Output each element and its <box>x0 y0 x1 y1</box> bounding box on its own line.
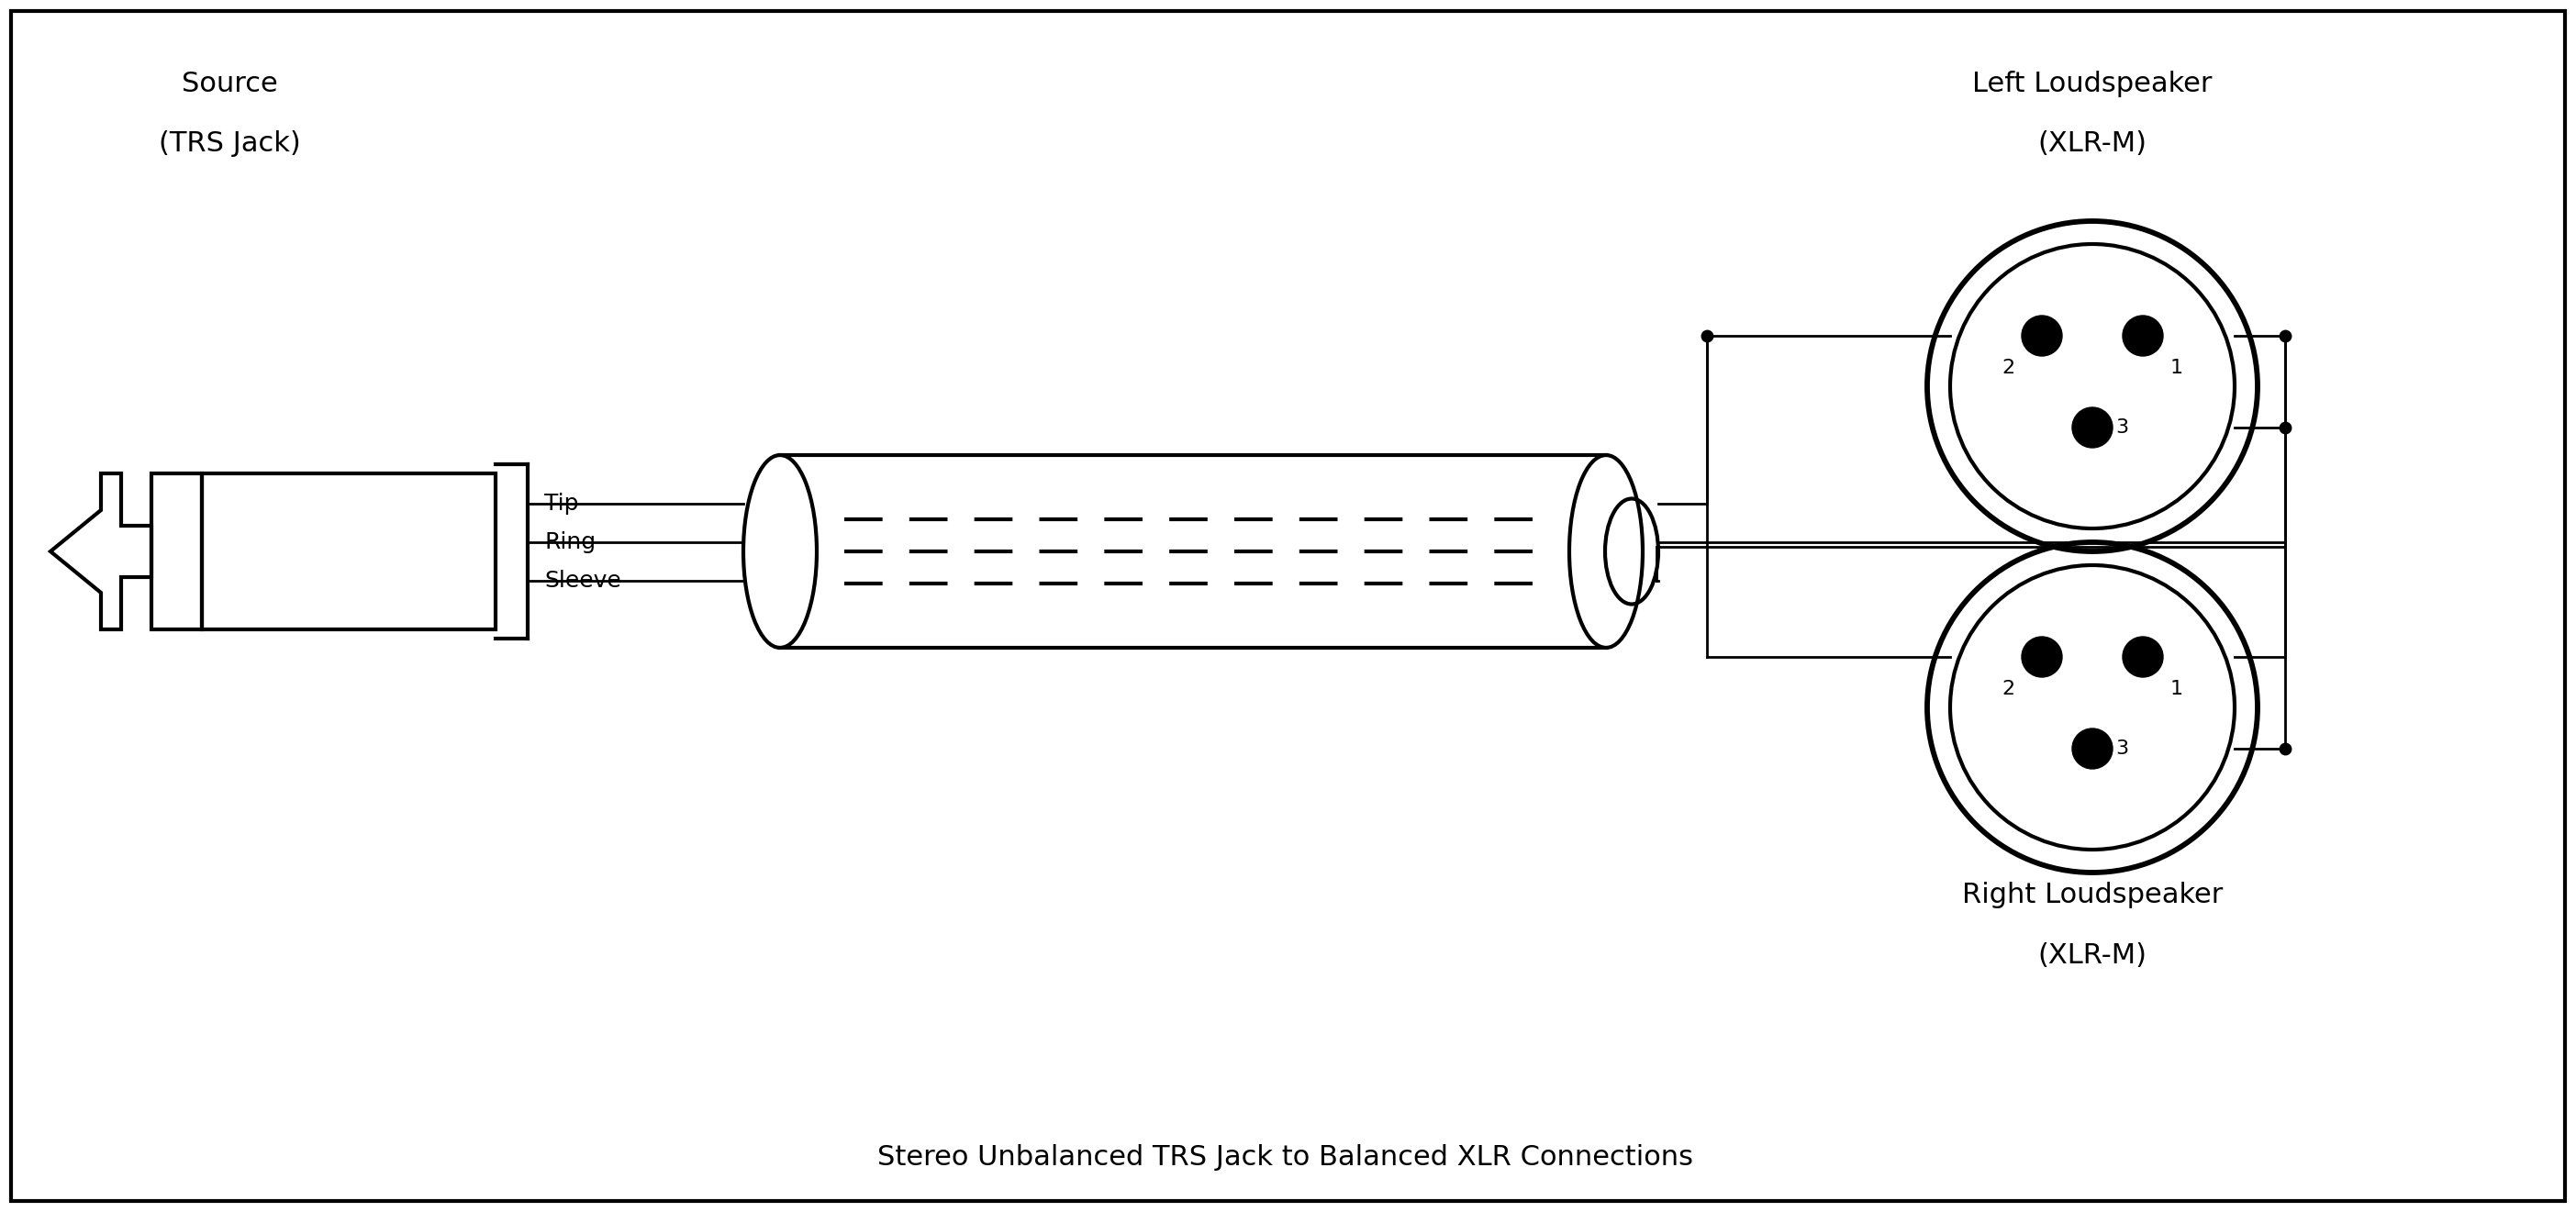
Text: 3: 3 <box>2115 739 2128 758</box>
Circle shape <box>2071 407 2112 447</box>
Text: 2: 2 <box>2002 359 2014 377</box>
Bar <box>201 474 495 629</box>
Text: Left Loudspeaker: Left Loudspeaker <box>1973 70 2213 97</box>
Circle shape <box>2123 636 2164 678</box>
Text: Tip: Tip <box>544 493 580 515</box>
Text: (TRS Jack): (TRS Jack) <box>157 130 301 156</box>
Text: 2: 2 <box>2002 680 2014 698</box>
Text: 1: 1 <box>2172 359 2184 377</box>
Circle shape <box>2123 315 2164 356</box>
Text: Sleeve: Sleeve <box>544 570 621 591</box>
Bar <box>152 474 201 629</box>
Text: 1: 1 <box>2172 680 2184 698</box>
Text: (XLR-M): (XLR-M) <box>2038 130 2146 156</box>
Circle shape <box>2071 728 2112 768</box>
Text: Source: Source <box>180 70 278 97</box>
Text: (XLR-M): (XLR-M) <box>2038 942 2146 968</box>
Text: 3: 3 <box>2115 418 2128 436</box>
Circle shape <box>2022 315 2061 356</box>
Text: Right Loudspeaker: Right Loudspeaker <box>1963 882 2223 909</box>
Text: Ring: Ring <box>544 531 595 553</box>
Circle shape <box>2022 636 2061 678</box>
Text: Stereo Unbalanced TRS Jack to Balanced XLR Connections: Stereo Unbalanced TRS Jack to Balanced X… <box>876 1144 1692 1171</box>
